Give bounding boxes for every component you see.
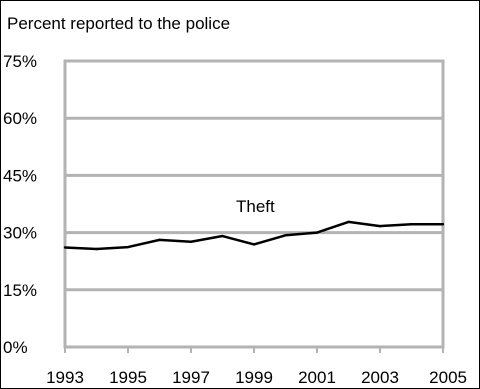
data-point (95, 247, 98, 251)
y-tick-label: 60% (3, 109, 37, 128)
data-point (441, 223, 445, 226)
x-tick-label: 2001 (298, 368, 336, 387)
x-tick-label: 1995 (109, 368, 147, 387)
data-point (315, 231, 319, 234)
chart-title: Percent reported to the police (7, 14, 230, 33)
data-point (284, 234, 287, 237)
x-tick-label: 1997 (172, 368, 210, 387)
data-point (410, 223, 413, 226)
x-tick-label: 2005 (429, 368, 467, 387)
grid-layer (63, 59, 445, 353)
y-tick-label: 45% (3, 166, 37, 185)
y-tick-label: 75% (3, 52, 37, 71)
y-tick-label: 15% (3, 281, 37, 300)
y-tick-label: 0% (3, 338, 28, 357)
data-point (158, 238, 161, 242)
data-point (126, 245, 130, 249)
data-point (347, 220, 350, 224)
y-tick-labels: 0% 15% 30% 45% 60% 75% (3, 52, 37, 357)
series-layer: Theft (63, 197, 445, 251)
data-point (221, 234, 224, 238)
x-tick-label: 1999 (235, 368, 273, 387)
x-tick-label: 2003 (361, 368, 399, 387)
data-point (189, 240, 193, 243)
data-point (378, 224, 382, 228)
y-tick-label: 30% (3, 224, 37, 243)
series-label-theft: Theft (236, 197, 275, 216)
x-tick-label: 1993 (46, 368, 84, 387)
data-point (63, 246, 67, 249)
x-tick-labels: 1993 1995 1997 1999 2001 2003 2005 (46, 368, 467, 387)
data-point (252, 243, 256, 246)
